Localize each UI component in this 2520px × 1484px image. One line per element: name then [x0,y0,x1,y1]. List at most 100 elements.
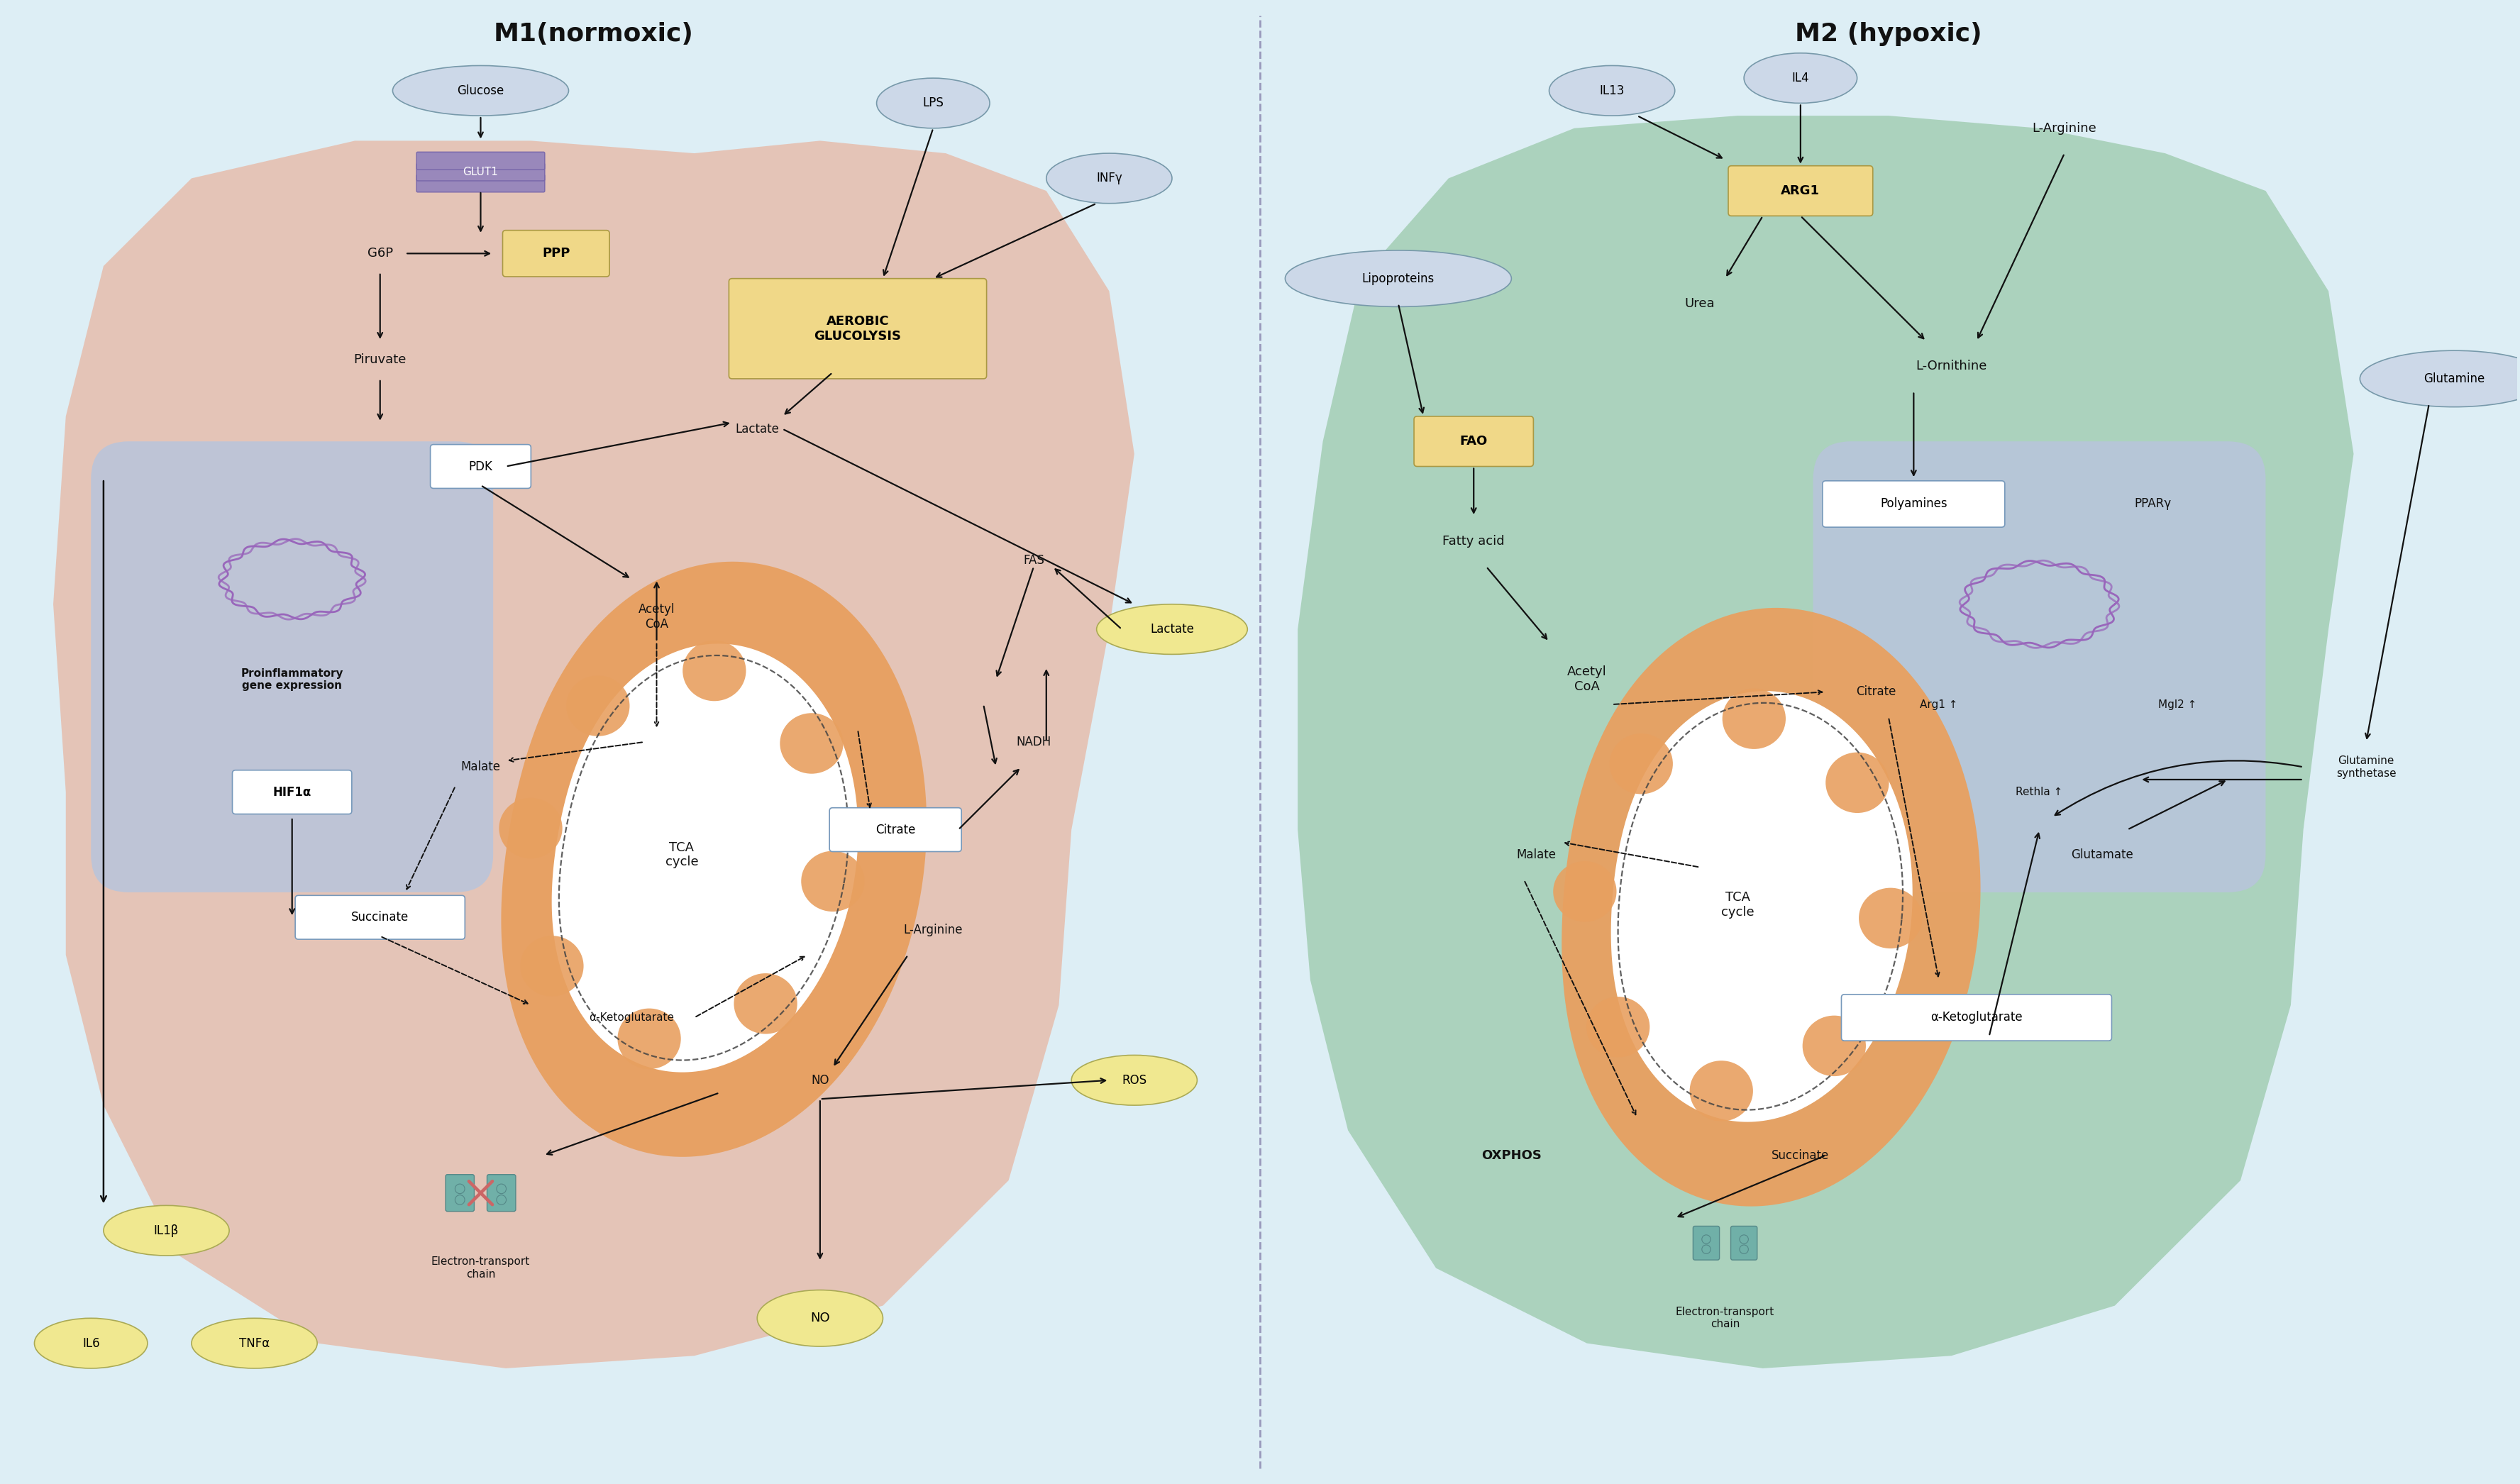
FancyBboxPatch shape [1842,994,2112,1040]
Ellipse shape [683,641,746,700]
FancyBboxPatch shape [295,895,464,939]
FancyBboxPatch shape [1822,481,2006,527]
Text: IL13: IL13 [1600,85,1625,96]
Circle shape [496,1184,507,1193]
Text: ROS: ROS [1121,1074,1147,1086]
Ellipse shape [1721,689,1787,749]
Text: Urea: Urea [1686,297,1716,310]
Text: L-Ornithine: L-Ornithine [1915,359,1986,372]
Circle shape [456,1195,464,1205]
Polygon shape [1298,116,2354,1368]
Text: ARG1: ARG1 [1782,184,1819,197]
FancyBboxPatch shape [1731,1226,1756,1260]
Ellipse shape [1588,997,1651,1057]
Text: TCA
cycle: TCA cycle [665,841,698,868]
Ellipse shape [1550,65,1676,116]
Text: M1(normoxic): M1(normoxic) [494,22,693,46]
Polygon shape [53,141,1134,1368]
Text: IL1β: IL1β [154,1224,179,1236]
Text: STAT6: STAT6 [1945,497,1981,510]
Text: Glucose: Glucose [456,85,504,96]
FancyBboxPatch shape [1414,417,1532,466]
Text: Glutamine
synthetase: Glutamine synthetase [2336,755,2397,779]
Text: OXPHOS: OXPHOS [1482,1149,1542,1162]
Ellipse shape [1860,887,1923,948]
Text: IL6: IL6 [83,1337,101,1349]
Text: L-Arginine: L-Arginine [2031,122,2097,135]
Text: PDK: PDK [469,460,491,473]
FancyBboxPatch shape [446,1174,474,1211]
Text: Electron-transport
chain: Electron-transport chain [431,1257,529,1279]
FancyBboxPatch shape [431,445,532,488]
Ellipse shape [801,850,864,911]
Text: INFγ: INFγ [1096,172,1121,184]
Ellipse shape [103,1205,229,1255]
Text: α-Ketoglutarate: α-Ketoglutarate [590,1012,673,1022]
FancyBboxPatch shape [486,1174,517,1211]
Ellipse shape [617,1009,680,1068]
Text: L-Arginine: L-Arginine [905,923,963,936]
FancyBboxPatch shape [1693,1226,1719,1260]
Text: Arg1 ↑: Arg1 ↑ [1920,699,1958,709]
FancyBboxPatch shape [91,441,494,892]
FancyBboxPatch shape [829,807,963,852]
Text: Polyamines: Polyamines [1880,497,1948,510]
Ellipse shape [779,714,844,773]
Text: TNFα: TNFα [239,1337,270,1349]
Polygon shape [1562,608,1981,1206]
Text: AEROBIC
GLUCOLYSIS: AEROBIC GLUCOLYSIS [814,315,902,343]
Polygon shape [501,561,927,1158]
Text: TCA
cycle: TCA cycle [1721,890,1754,919]
Ellipse shape [1610,733,1673,794]
Ellipse shape [393,65,570,116]
FancyBboxPatch shape [728,279,988,378]
FancyBboxPatch shape [1812,441,2265,892]
Text: HIF1α: HIF1α [272,785,312,798]
Polygon shape [1610,692,1913,1122]
Polygon shape [552,644,859,1073]
Ellipse shape [499,798,562,859]
Text: α-Ketoglutarate: α-Ketoglutarate [1930,1011,2024,1024]
Ellipse shape [1046,153,1172,203]
FancyBboxPatch shape [416,163,544,181]
FancyBboxPatch shape [416,175,544,191]
Ellipse shape [567,675,630,736]
Ellipse shape [733,974,796,1034]
Text: Acetyl
CoA: Acetyl CoA [638,603,675,631]
Text: LPS: LPS [922,96,945,110]
Ellipse shape [1824,752,1890,813]
Ellipse shape [35,1318,149,1368]
Ellipse shape [192,1318,318,1368]
Circle shape [1739,1235,1749,1244]
FancyBboxPatch shape [501,230,610,276]
Text: PPP: PPP [542,248,570,260]
Ellipse shape [1802,1015,1865,1076]
Text: M2 (hypoxic): M2 (hypoxic) [1794,22,1983,46]
Text: NO: NO [811,1074,829,1086]
Circle shape [1739,1245,1749,1254]
Text: Malate: Malate [1517,849,1557,861]
Text: NADH: NADH [1016,736,1051,748]
FancyBboxPatch shape [1729,166,1872,215]
Text: FAO: FAO [1459,435,1487,448]
Text: Citrate: Citrate [874,824,915,835]
Text: Rethla ↑: Rethla ↑ [2016,787,2064,797]
Ellipse shape [1071,1055,1197,1106]
Text: GLUT1: GLUT1 [464,166,499,178]
Text: FAS: FAS [1023,554,1043,567]
Text: Succinate: Succinate [1772,1149,1830,1162]
Ellipse shape [1096,604,1247,654]
Ellipse shape [1744,53,1857,104]
Ellipse shape [1285,251,1512,307]
Text: Mgl2 ↑: Mgl2 ↑ [2157,699,2197,709]
Circle shape [1701,1245,1711,1254]
Circle shape [456,1184,464,1193]
Ellipse shape [877,79,990,128]
Circle shape [496,1195,507,1205]
Text: PPARγ: PPARγ [2134,497,2172,510]
FancyBboxPatch shape [232,770,353,815]
Text: Electron-transport
chain: Electron-transport chain [1676,1307,1774,1330]
Text: Lipoproteins: Lipoproteins [1361,272,1434,285]
Text: Lactate: Lactate [736,423,779,435]
Ellipse shape [1552,861,1615,922]
